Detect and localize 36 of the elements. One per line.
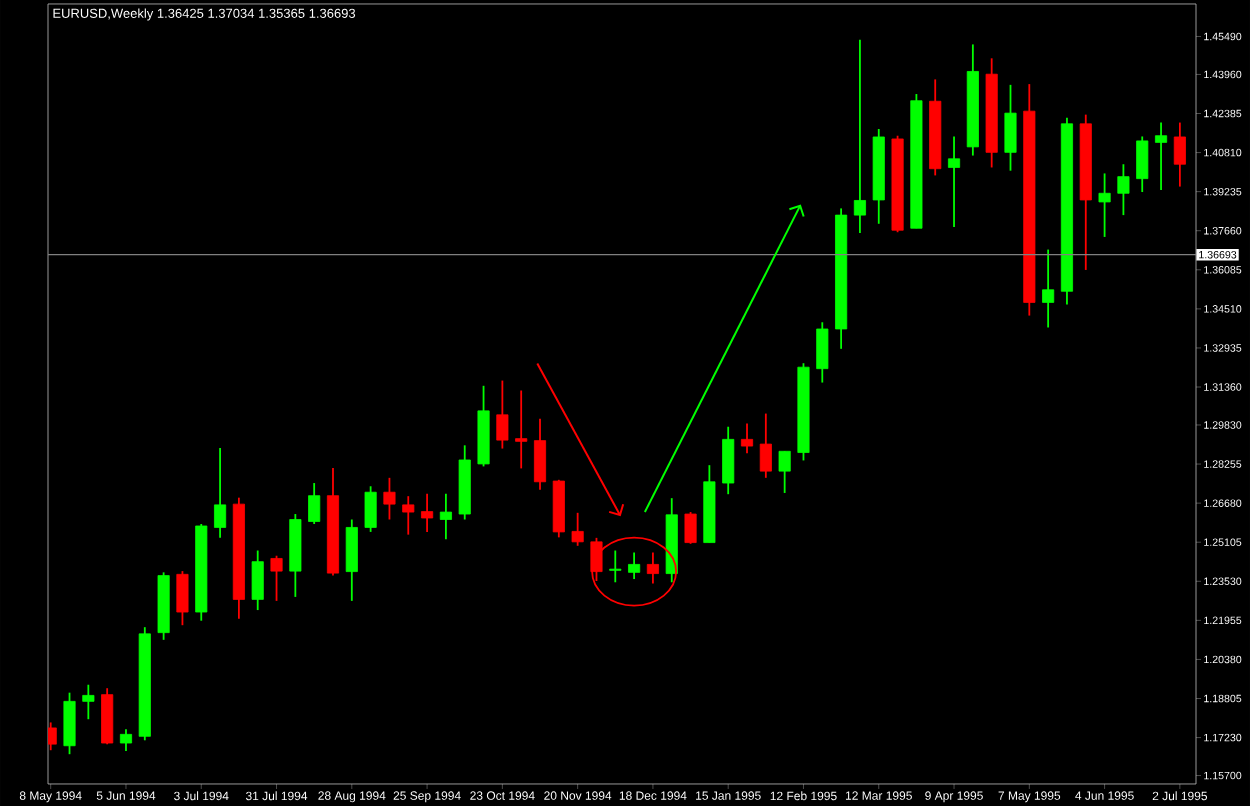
candlestick — [684, 511, 697, 545]
candlestick — [853, 38, 866, 234]
candlestick — [308, 482, 321, 525]
candlestick — [947, 135, 961, 228]
candlestick — [759, 412, 772, 479]
candlestick — [628, 551, 641, 580]
candlestick — [364, 485, 377, 533]
candlestick — [778, 450, 791, 494]
candlestick — [63, 691, 76, 756]
candlestick — [1155, 121, 1168, 191]
candlestick — [421, 492, 434, 533]
candlestick — [609, 549, 622, 584]
candlestick — [722, 425, 735, 496]
candlestick — [1117, 163, 1130, 216]
candlestick — [251, 549, 264, 611]
candlestick — [1098, 172, 1111, 238]
candlestick — [176, 570, 189, 627]
candlestick — [1173, 121, 1186, 188]
candlestick — [496, 379, 509, 450]
candlestick — [571, 511, 584, 547]
candlestick — [345, 518, 358, 602]
candlestick — [270, 554, 283, 602]
candlestick — [402, 495, 415, 536]
candlestick — [740, 422, 754, 455]
candlestick — [1004, 83, 1017, 172]
candlestick — [1136, 135, 1149, 193]
candlestick — [515, 389, 528, 470]
candlestick — [383, 476, 396, 521]
candlestick — [82, 683, 95, 721]
candlestick — [214, 447, 227, 539]
candlestick — [816, 321, 829, 384]
candlestick — [439, 492, 452, 541]
candlestick — [1042, 248, 1055, 329]
candlestick — [119, 728, 133, 752]
candlestick — [646, 551, 659, 585]
candlestick — [533, 417, 547, 491]
